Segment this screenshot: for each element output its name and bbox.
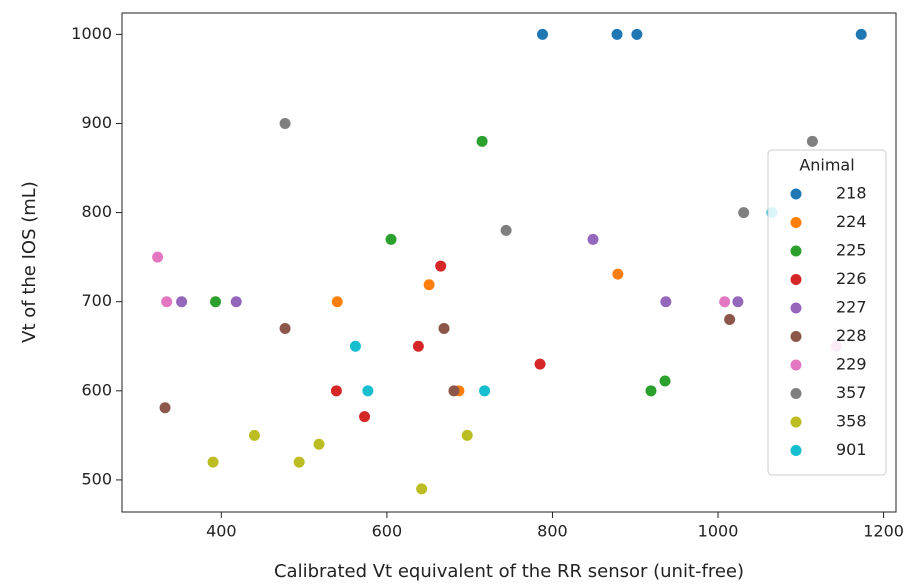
legend-label: 228 [836,326,867,345]
point [537,28,549,40]
point [313,438,325,450]
legend-label: 218 [836,184,867,203]
legend-label: 225 [836,241,867,260]
y-axis-title: Vt of the IOS (mL) [19,181,40,343]
point [500,224,512,236]
legend-label: 901 [836,440,867,459]
point [349,340,361,352]
x-tick-label: 1000 [698,522,739,541]
legend-marker [790,188,802,200]
legend-label: 224 [836,212,867,231]
x-tick-label: 1200 [863,522,904,541]
legend-marker [790,445,802,456]
legend-marker [790,274,802,285]
legend-marker [790,416,802,428]
point [631,28,643,40]
point [476,135,488,147]
point [293,456,305,468]
legend-label: 357 [836,383,867,402]
y-tick-label: 900 [81,113,112,132]
point [732,296,744,308]
point [279,117,291,129]
point [210,296,222,308]
point [855,28,867,40]
point [435,260,447,272]
point [611,28,623,40]
y-tick-label: 800 [81,202,112,221]
point [534,358,546,370]
y-tick-label: 500 [81,469,112,488]
point [330,385,342,397]
point [719,296,731,308]
point [612,268,624,280]
legend-box [767,149,887,476]
point [207,456,219,468]
point [159,402,171,414]
point [738,207,750,219]
point [362,385,374,397]
legend-label: 227 [836,298,867,317]
y-tick-label: 700 [81,291,112,310]
plot-frame [121,12,897,513]
x-axis-title: Calibrated Vt equivalent of the RR senso… [274,561,744,582]
x-tick-label: 400 [206,522,237,541]
legend-marker [790,388,802,399]
point [587,233,599,245]
point [479,385,491,397]
legend-marker [790,331,802,342]
point [385,233,397,245]
point [645,385,657,397]
point [660,296,672,308]
point [416,483,428,495]
legend-title: Animal [799,156,854,175]
point [248,429,260,441]
point [279,322,291,334]
point [412,340,424,352]
point [806,135,818,147]
point [230,296,242,308]
point [423,279,435,291]
point [724,314,736,326]
point [659,375,671,387]
point [161,296,173,308]
point [176,296,188,308]
legend-label: 226 [836,269,867,288]
point [152,251,164,263]
legend-label: 229 [836,355,867,374]
legend-label: 358 [836,412,867,431]
y-tick-label: 600 [81,380,112,399]
point [438,322,450,334]
point [448,385,460,397]
legend-marker [790,245,802,257]
point [359,411,371,423]
x-tick-label: 800 [537,522,568,541]
legend-marker [790,359,802,371]
point [331,296,343,308]
y-tick-label: 1000 [71,24,112,43]
legend-marker [790,217,802,228]
legend-marker [790,302,802,314]
point [461,429,473,441]
x-tick-label: 600 [372,522,403,541]
